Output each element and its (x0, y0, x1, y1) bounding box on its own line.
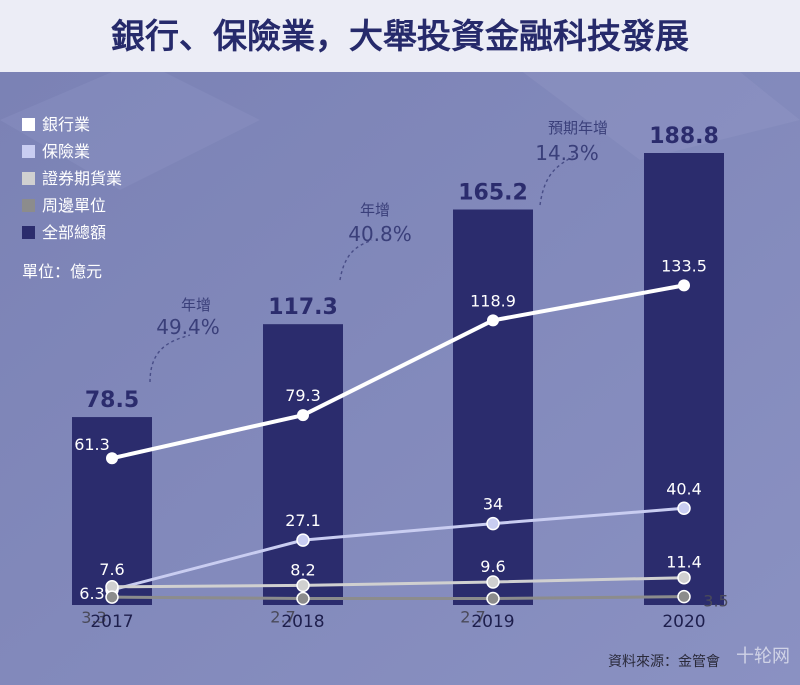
data-point (677, 570, 691, 585)
data-label: 9.6 (480, 557, 505, 576)
bar-series: 78.5 117.3 165.2 188.8 (72, 124, 724, 605)
growth-value: 14.3% (535, 141, 599, 165)
growth-connector (149, 334, 191, 383)
growth-connector (539, 154, 576, 206)
watermark: 十轮网 (736, 646, 790, 667)
growth-label: 年增 (360, 201, 390, 219)
data-label: 2.7 (270, 608, 295, 627)
data-label: 61.3 (74, 435, 110, 454)
series-line-3 (111, 595, 685, 601)
bar-2019 (453, 209, 533, 605)
legend-swatch (22, 145, 35, 158)
x-tick-label: 2020 (662, 612, 705, 632)
background-shape (0, 60, 260, 190)
bar-value-label: 78.5 (85, 388, 139, 413)
data-point (296, 533, 310, 547)
legend-swatch (22, 226, 35, 239)
legend-swatch (22, 199, 35, 212)
growth-value: 40.8% (348, 222, 412, 246)
data-label: 34 (483, 495, 503, 514)
series-line-2 (111, 576, 685, 589)
data-point (678, 279, 690, 292)
data-point (487, 314, 499, 327)
title-banner (0, 0, 800, 72)
x-axis: 2017 2018 2019 2020 (90, 612, 705, 632)
source-note: 資料來源：金管會 (608, 654, 720, 670)
data-label: 40.4 (666, 479, 702, 498)
bar-value-label: 165.2 (458, 181, 528, 206)
data-label: 133.5 (661, 256, 707, 275)
bar-2017 (72, 417, 152, 605)
legend-label: 保險業 (42, 142, 90, 161)
data-point (106, 452, 118, 465)
legend-label: 證券期貨業 (42, 169, 122, 188)
line-series: 61.3 79.3 118.9 133.5 6.3 27.1 34 40.4 7.6 8.2 9.6… (74, 256, 729, 627)
growth-connector (339, 239, 373, 281)
data-label: 118.9 (470, 291, 516, 310)
chart-title: 銀行、保險業，大舉投資金融科技發展 (111, 17, 689, 57)
bar-value-label: 117.3 (268, 295, 338, 320)
data-label: 27.1 (285, 511, 321, 530)
legend-swatch (22, 118, 35, 131)
growth-value: 49.4% (156, 315, 220, 339)
legend-label: 周邊單位 (42, 196, 106, 215)
legend-label: 全部總額 (42, 223, 106, 242)
data-label: 2.7 (460, 608, 485, 627)
data-point (296, 591, 310, 606)
x-tick-label: 2017 (90, 612, 133, 632)
legend-swatch (22, 172, 35, 185)
data-point (105, 590, 119, 604)
data-point (296, 578, 310, 593)
data-point (677, 501, 691, 516)
data-point (486, 575, 500, 589)
legend-label: 銀行業 (42, 115, 90, 134)
data-point (486, 516, 500, 531)
unit-label: 單位：億元 (22, 262, 102, 281)
data-label: 11.4 (666, 553, 702, 572)
data-point (297, 409, 309, 422)
data-point (486, 591, 500, 606)
data-label: 6.3 (79, 584, 104, 603)
series-line-0 (111, 283, 685, 461)
bar-value-label: 188.8 (649, 124, 719, 149)
series-line-1 (111, 506, 685, 592)
data-label: 8.2 (290, 560, 315, 579)
data-label: 79.3 (285, 386, 321, 405)
x-tick-label: 2018 (281, 612, 324, 632)
data-label: 3.3 (81, 608, 106, 627)
data-point (677, 589, 691, 604)
growth-label: 年增 (181, 296, 211, 314)
growth-label: 預期年增 (548, 119, 608, 137)
x-tick-label: 2019 (471, 612, 514, 632)
data-label: 3.5 (703, 592, 728, 611)
bar-2020 (644, 153, 724, 605)
bar-2018 (263, 324, 343, 605)
data-label: 7.6 (99, 560, 124, 579)
